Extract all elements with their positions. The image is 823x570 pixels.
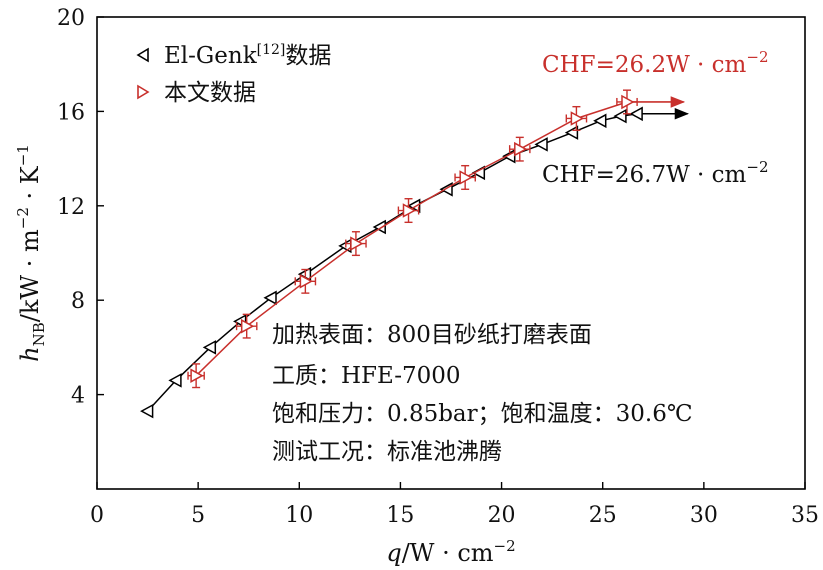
data-point-1-7: [570, 111, 584, 126]
data-point-1-4: [402, 203, 417, 218]
data-point-0-0: [140, 403, 154, 419]
legend-marker-this-work: [137, 84, 150, 100]
x-tick-label-5: 25: [589, 503, 617, 528]
y-tick-label-2: 12: [57, 195, 85, 220]
data-point-0-8: [407, 198, 421, 214]
data-point-0-2: [202, 340, 217, 355]
data-point-1-1: [240, 318, 255, 334]
data-point-0-9: [439, 182, 453, 197]
note-test-condition: 测试工况：标准池沸腾: [272, 439, 502, 465]
data-point-1-5: [459, 170, 473, 185]
x-tick-label-2: 10: [285, 503, 313, 528]
x-tick-label-3: 15: [386, 503, 414, 528]
note-saturation: 饱和压力：0.85bar；饱和温度：30.6℃: [272, 401, 693, 427]
x-tick-label-0: 0: [90, 503, 104, 528]
chf-annotation-this-work: CHF=26.2W · cm−2: [542, 48, 769, 78]
y-tick-label-4: 20: [57, 6, 85, 31]
y-tick-label-3: 16: [57, 100, 85, 125]
chf-annotation-el-genk: CHF=26.7W · cm−2: [542, 158, 769, 188]
x-tick-label-4: 20: [488, 503, 516, 528]
note-heating-surface: 加热表面：800目砂纸打磨表面: [272, 322, 592, 348]
note-working-fluid: 工质：HFE-7000: [272, 363, 461, 389]
x-tick-label-1: 5: [191, 503, 205, 528]
x-tick-label-6: 30: [690, 503, 718, 528]
data-point-0-7: [372, 219, 386, 235]
data-point-0-16: [629, 106, 643, 122]
y-axis-ticks: 4 8 12 16 20: [57, 6, 104, 409]
data-point-1-2: [299, 274, 313, 289]
legend-label-this-work: 本文数据: [164, 80, 256, 106]
data-point-0-14: [593, 113, 607, 129]
data-point-1-6: [514, 141, 528, 157]
data-point-0-4: [263, 290, 277, 306]
plot-frame: [96, 16, 806, 490]
series-1: [187, 89, 638, 389]
x-tick-label-7: 35: [791, 503, 819, 528]
x-axis-ticks: 0 5 10 15 20 25 30 35: [90, 482, 819, 528]
data-point-0-12: [534, 137, 548, 152]
legend-marker-el-genk: [136, 47, 149, 63]
series-layer: [140, 89, 690, 419]
x-axis-label: q/W · cm−2: [386, 537, 515, 567]
data-point-0-15: [613, 108, 627, 124]
data-point-1-3: [350, 236, 364, 251]
data-point-1-8: [621, 94, 635, 110]
y-tick-label-0: 4: [71, 384, 85, 409]
y-axis-label: hNB/kW · m−2 · K−1: [14, 144, 48, 362]
legend-label-el-genk: El-Genk[12]数据: [164, 42, 331, 69]
y-tick-label-1: 8: [71, 289, 85, 314]
data-point-1-0: [190, 368, 204, 383]
data-point-0-1: [168, 373, 182, 388]
legend: El-Genk[12]数据 本文数据: [136, 42, 331, 106]
